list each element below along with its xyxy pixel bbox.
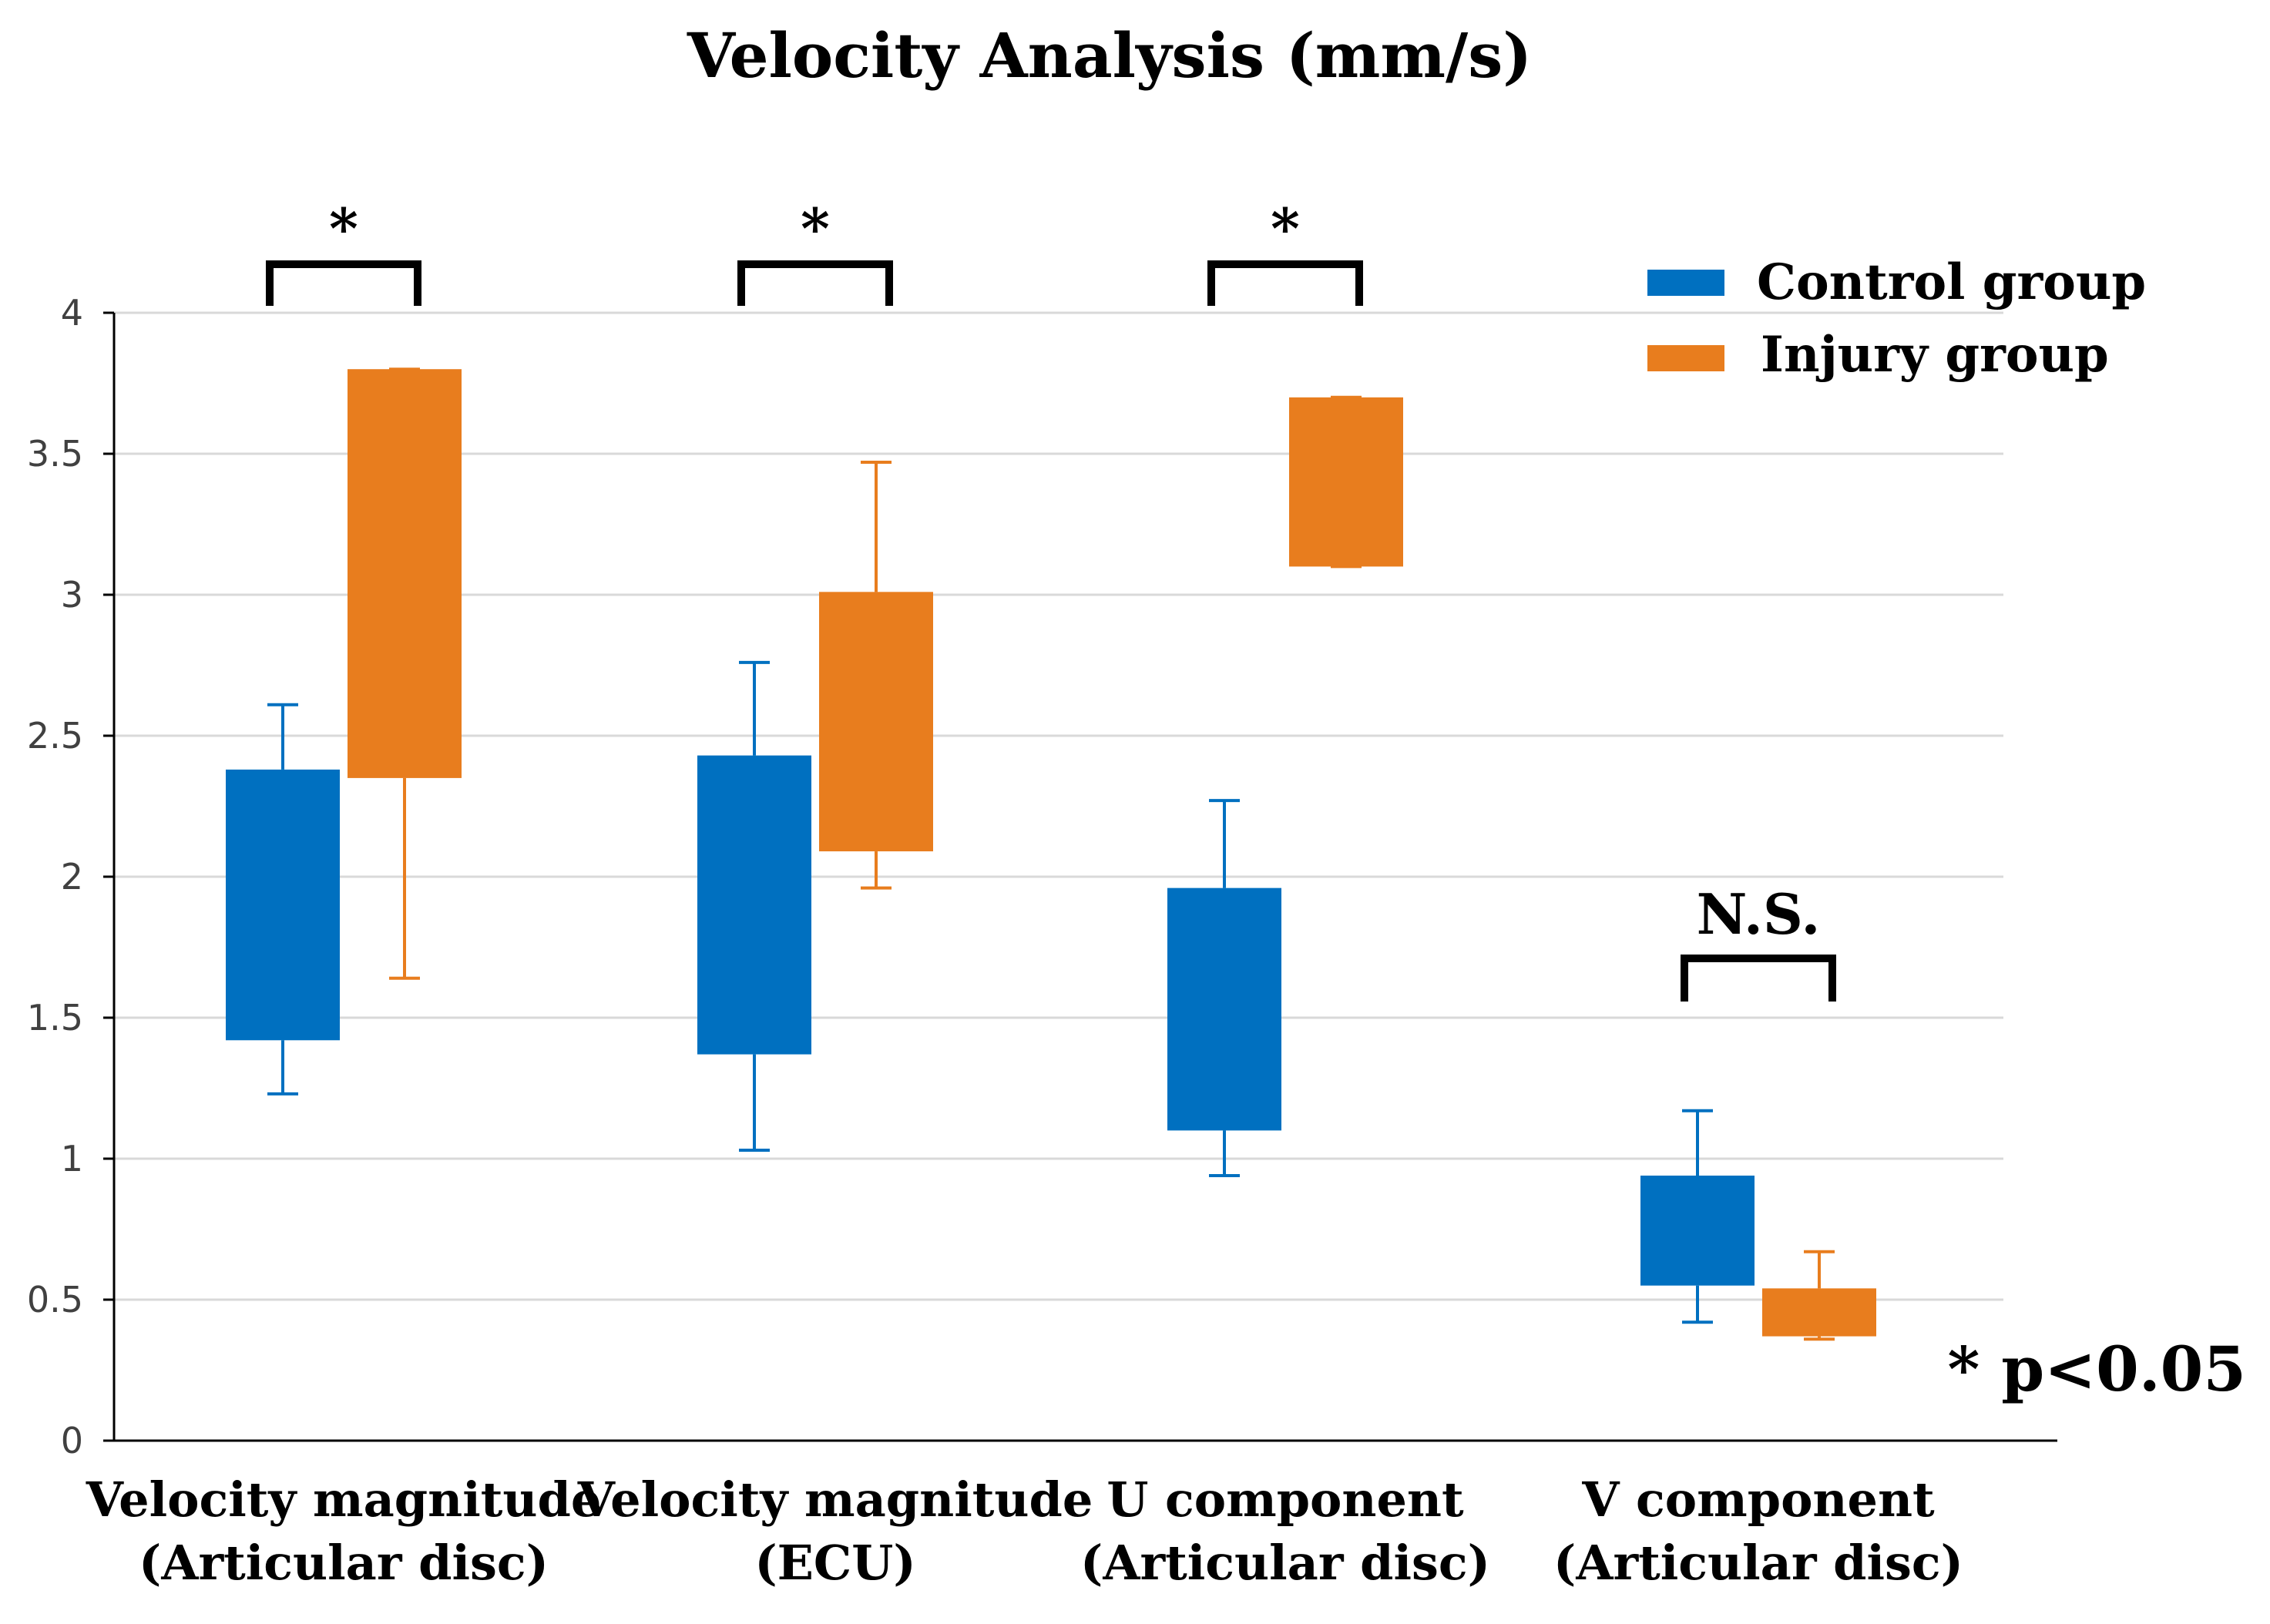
box-body (1762, 1288, 1876, 1337)
significance-bracket (737, 260, 893, 306)
category-label-line1: U component (1106, 1471, 1464, 1528)
y-axis-ticks: 0 0.5 1 1.5 2 2.5 3 3.5 4 (27, 292, 114, 1461)
significance-bracket (266, 260, 421, 306)
significance-bracket (1681, 955, 1836, 1002)
injury-box-4 (1762, 1250, 1876, 1341)
control-box-2 (697, 660, 811, 1153)
y-tick-label: 4 (61, 292, 83, 334)
significance-label: * (329, 196, 358, 261)
y-tick-label: 3 (61, 574, 83, 616)
box-body (697, 755, 811, 1055)
box-body (819, 592, 933, 852)
y-tick-label: 1 (61, 1138, 83, 1179)
significance-label: * (801, 196, 830, 261)
injury-box-1 (348, 367, 462, 980)
legend-label-injury: Injury group (1761, 326, 2109, 384)
category-label-line1: Velocity magnitude (577, 1471, 1093, 1528)
y-tick-label: 2 (61, 856, 83, 898)
significance-label: * (1271, 196, 1300, 261)
legend: Control group Injury group (1647, 253, 2146, 384)
axes (112, 313, 2057, 1442)
category-label-line2: (ECU) (754, 1535, 915, 1591)
boxes (226, 367, 1876, 1341)
box-body (1167, 887, 1281, 1131)
box-body (1640, 1175, 1755, 1286)
injury-box-3 (1289, 395, 1403, 569)
category-label-line1: Velocity magnitude (86, 1471, 602, 1528)
y-tick-label: 0 (61, 1420, 83, 1461)
category-label-line2: (Articular disc) (1080, 1535, 1490, 1591)
control-box-1 (226, 703, 340, 1096)
box-body (226, 769, 340, 1041)
category-label-line2: (Articular disc) (1553, 1535, 1963, 1591)
significance-label: N.S. (1697, 881, 1821, 947)
y-tick-label: 1.5 (27, 997, 83, 1038)
control-box-3 (1167, 799, 1281, 1177)
significance-brackets: * * * N.S. (266, 196, 1836, 1002)
chart-title: Velocity Analysis (mm/s) (687, 19, 1532, 92)
box-body (348, 369, 462, 778)
significance-note: * p<0.05 (1948, 1333, 2247, 1405)
legend-swatch-control (1647, 270, 1724, 296)
y-tick-label: 2.5 (27, 715, 83, 757)
legend-swatch-injury (1647, 345, 1724, 371)
y-tick-label: 3.5 (27, 433, 83, 475)
category-label-line2: (Articular disc) (139, 1535, 549, 1591)
y-tick-label: 0.5 (27, 1279, 83, 1320)
legend-label-control: Control group (1757, 253, 2146, 311)
x-axis-labels: Velocity magnitude (Articular disc) Veloci… (86, 1471, 1963, 1591)
significance-bracket (1207, 260, 1363, 306)
injury-box-2 (819, 460, 933, 890)
box-body (1289, 397, 1403, 567)
category-label-line1: V component (1581, 1471, 1935, 1528)
control-box-4 (1640, 1109, 1755, 1324)
